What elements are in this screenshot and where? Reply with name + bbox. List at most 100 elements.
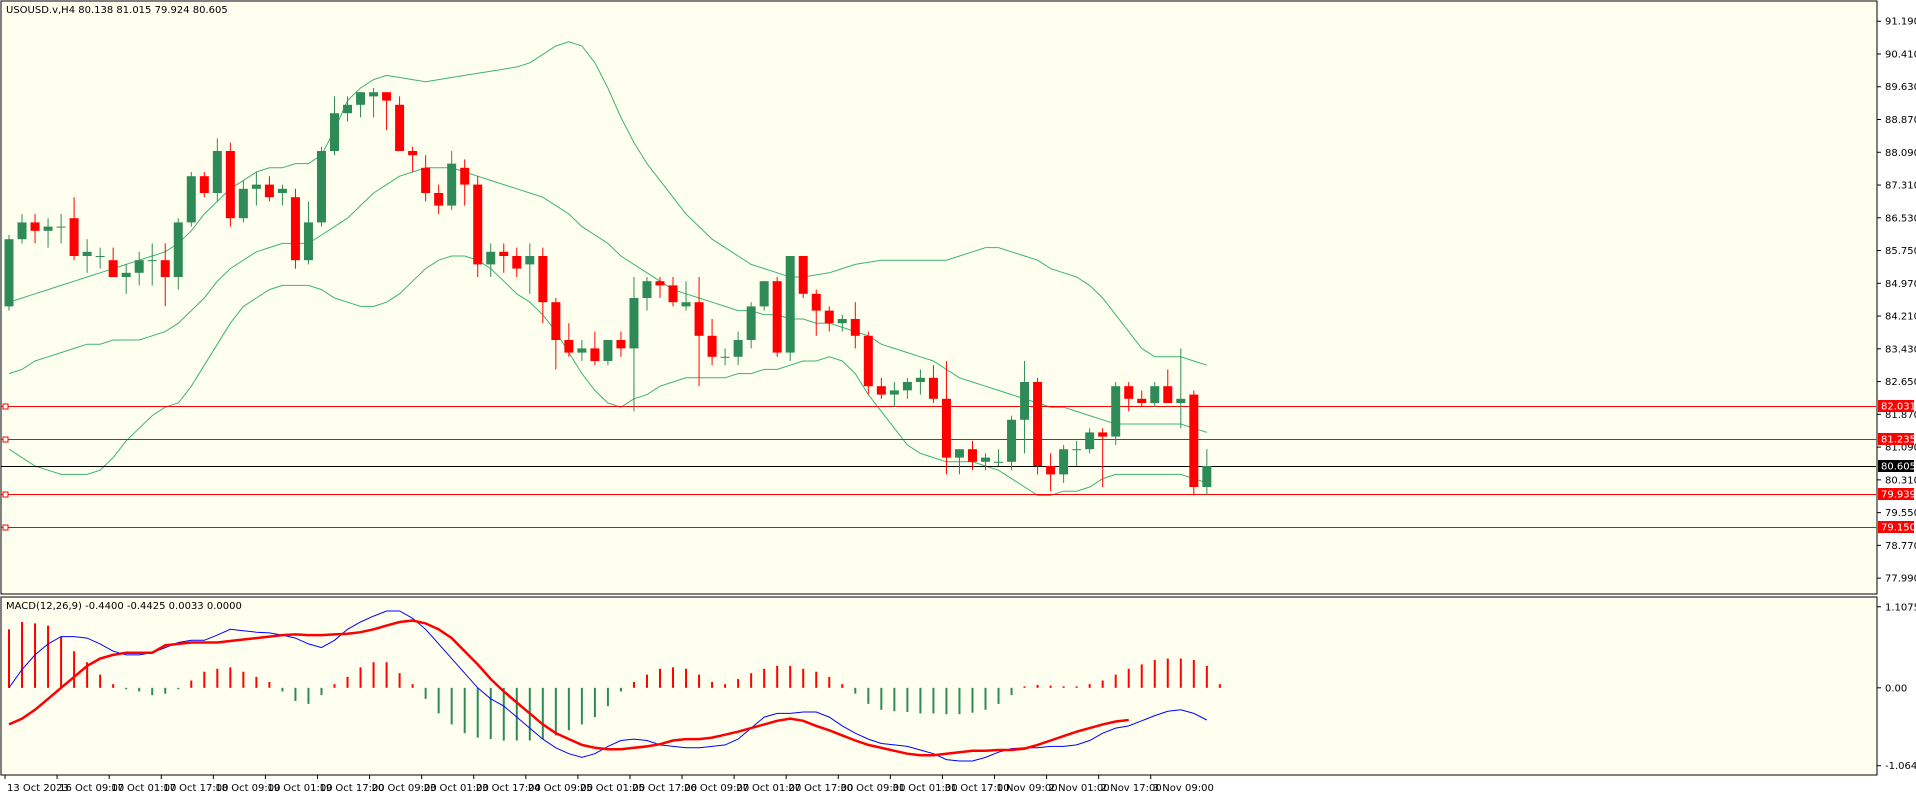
price-tick-label: 79.550 — [1885, 508, 1916, 519]
bear-candle — [798, 256, 808, 294]
bull-candle — [486, 251, 496, 265]
bear-candle — [225, 151, 235, 219]
bull-candle — [837, 319, 847, 324]
bear-candle — [1163, 386, 1173, 403]
time-tick-label: 23 Oct 17:00 — [476, 783, 541, 794]
bull-candle — [785, 256, 795, 353]
bear-candle — [199, 176, 209, 193]
level-price-tag — [1878, 488, 1914, 500]
bull-candle — [1020, 382, 1030, 420]
price-tick-label: 84.970 — [1885, 279, 1916, 290]
macd-lines — [8, 610, 1208, 762]
bid-price-tag — [1878, 460, 1914, 472]
time-tick-label: 23 Oct 01:00 — [424, 783, 489, 794]
price-tick-label: 88.090 — [1885, 148, 1916, 159]
bear-candle — [811, 293, 821, 311]
bull-candle — [17, 222, 27, 240]
bear-candle — [108, 260, 118, 277]
level-handle[interactable] — [2, 403, 9, 410]
macd-tick-label: 0.00 — [1885, 683, 1907, 694]
bear-candle — [668, 285, 678, 303]
bull-candle — [251, 184, 261, 189]
chart-title: USOUSD.v,H4 80.138 81.015 79.924 80.605 — [6, 5, 228, 16]
time-tick-label: 18 Oct 09:00 — [215, 783, 280, 794]
price-plot-area[interactable] — [0, 0, 1878, 595]
horizontal-levels[interactable] — [1, 403, 1876, 531]
price-tick-label: 91.190 — [1885, 17, 1916, 28]
time-tick-label: 2 Nov 17:00 — [1101, 783, 1162, 794]
bear-candle — [694, 302, 704, 336]
bull-candle — [4, 239, 14, 307]
time-tick-label: 20 Oct 09:00 — [372, 783, 437, 794]
time-tick-label: 26 Oct 09:00 — [684, 783, 749, 794]
time-tick-label: 31 Oct 01:00 — [892, 783, 957, 794]
bull-candle — [356, 92, 366, 105]
bull-candle — [43, 226, 53, 231]
bear-candle — [395, 104, 405, 151]
bear-candle — [382, 92, 392, 101]
bull-candle — [1150, 386, 1160, 403]
price-panel[interactable]: USOUSD.v,H4 80.138 81.015 79.924 80.605 — [0, 0, 1878, 595]
bull-candle — [1085, 432, 1095, 450]
time-tick-label: 25 Oct 17:00 — [632, 783, 697, 794]
bear-candle — [69, 218, 79, 256]
macd-panel[interactable]: MACD(12,26,9) -0.4400 -0.4425 0.0033 0.0… — [0, 596, 1878, 776]
level-handle[interactable] — [2, 436, 9, 443]
time-tick-label: 3 Nov 09:00 — [1153, 783, 1214, 794]
macd-plot-area[interactable] — [0, 596, 1878, 776]
macd-title: MACD(12,26,9) -0.4400 -0.4425 0.0033 0.0… — [6, 601, 242, 612]
macd-axis[interactable]: 1.1075 0.00 -1.0644 — [1877, 602, 1916, 772]
bear-candle — [30, 222, 40, 231]
bear-candle — [967, 449, 977, 462]
bear-candle — [928, 377, 938, 399]
price-tick-label: 82.650 — [1885, 377, 1916, 388]
macd-signal-line — [8, 619, 1129, 757]
bull-candle — [316, 151, 326, 223]
price-tick-label: 89.630 — [1885, 82, 1916, 93]
price-tick-label: 81.870 — [1885, 410, 1916, 421]
price-tick-label: 87.310 — [1885, 181, 1916, 192]
macd-tick-label: -1.0644 — [1885, 761, 1916, 772]
price-tick-label: 83.430 — [1885, 344, 1916, 355]
bull-candle — [238, 188, 248, 219]
time-tick-label: 2 Nov 01:00 — [1049, 783, 1110, 794]
bear-candle — [512, 256, 522, 269]
bear-candle — [850, 319, 860, 336]
bull-candle — [212, 151, 222, 193]
time-tick-label: 17 Oct 01:00 — [111, 783, 176, 794]
time-tick-label: 27 Oct 01:00 — [736, 783, 801, 794]
time-tick-label: 30 Oct 09:00 — [840, 783, 905, 794]
time-tick-label: 13 Oct 2023 — [7, 783, 69, 794]
bear-candle — [707, 335, 717, 357]
bear-candle — [1124, 386, 1134, 399]
bear-candle — [434, 193, 444, 206]
bull-candle — [447, 163, 457, 206]
level-price-tag-label: 79.150 — [1881, 523, 1916, 534]
bear-candle — [1189, 394, 1199, 487]
bull-candle — [95, 256, 105, 257]
price-tick-label: 86.530 — [1885, 213, 1916, 224]
bear-candle — [408, 151, 418, 156]
bear-candle — [160, 260, 170, 277]
level-price-tag — [1878, 433, 1914, 445]
bull-candle — [994, 461, 1004, 463]
bear-candle — [551, 302, 561, 340]
price-tick-label: 88.870 — [1885, 115, 1916, 126]
bull-candle — [1072, 449, 1082, 451]
level-handle[interactable] — [2, 491, 9, 498]
level-handle[interactable] — [2, 524, 9, 531]
price-axis[interactable]: 91.190 90.410 89.630 88.870 88.090 87.310 86.5… — [1877, 17, 1916, 585]
bull-candle — [525, 256, 535, 265]
bull-candle — [629, 298, 639, 349]
bear-candle — [1137, 398, 1147, 403]
bear-candle — [421, 167, 431, 193]
bull-candle — [577, 348, 587, 353]
bull-candle — [1202, 466, 1212, 487]
bear-candle — [876, 386, 886, 395]
bull-candle — [746, 306, 756, 340]
bear-candle — [590, 348, 600, 361]
bear-candle — [473, 184, 483, 265]
bull-candle — [902, 382, 912, 391]
